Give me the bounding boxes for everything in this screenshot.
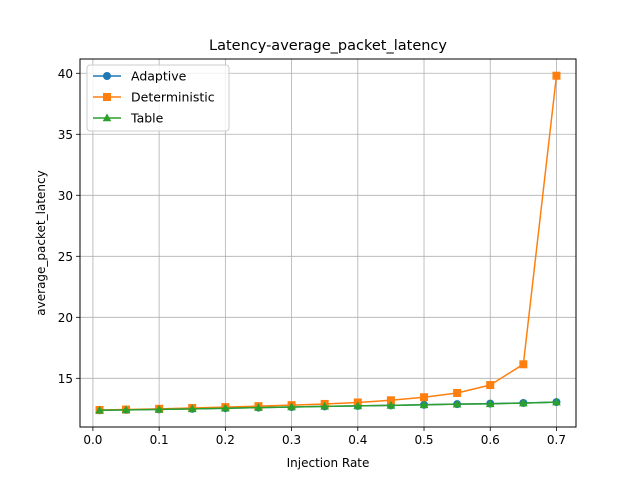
x-tick-label: 0.6 (481, 433, 500, 447)
legend-box (86, 64, 230, 132)
legend-entry-adaptive: Adaptive (93, 69, 187, 84)
data-point-table (485, 399, 495, 408)
data-point-table (386, 400, 396, 409)
legend-entry-deterministic: Deterministic (93, 90, 215, 105)
legend-marker-deterministic (103, 93, 111, 101)
data-point-table (221, 403, 230, 412)
legend-label-adaptive: Adaptive (131, 69, 187, 84)
data-point-table (187, 404, 197, 413)
data-point-table (552, 397, 561, 406)
legend-marker-adaptive (103, 72, 111, 80)
y-tick-label: 15 (58, 372, 73, 386)
x-tick-label: 0.7 (547, 433, 566, 447)
legend-label-table: Table (130, 111, 164, 126)
data-point-deterministic (420, 393, 429, 402)
legend-marker-table (102, 113, 112, 122)
data-point-table (121, 405, 131, 414)
y-axis-label: average_packet_latency (34, 170, 48, 315)
data-point-deterministic (386, 396, 395, 405)
data-point-table (353, 401, 363, 410)
x-tick-label: 0.2 (216, 433, 235, 447)
data-point-table (154, 404, 164, 413)
x-tick-label: 0.5 (414, 433, 433, 447)
data-point-table (419, 400, 429, 409)
legend: Adaptive Deterministic Table (86, 64, 230, 132)
y-tick-label: 25 (58, 250, 73, 264)
series-layer (95, 71, 561, 415)
x-tick-label: 0.0 (83, 433, 102, 447)
x-tick-label: 0.1 (150, 433, 169, 447)
x-axis-label: Injection Rate (287, 456, 370, 470)
data-point-deterministic (519, 360, 528, 369)
data-point-table (287, 402, 296, 411)
data-point-table (519, 398, 528, 407)
data-point-table (320, 401, 329, 410)
data-point-table (452, 399, 462, 408)
legend-entry-table: Table (93, 111, 164, 126)
y-tick-label: 35 (58, 128, 73, 142)
data-point-table (95, 405, 104, 414)
y-axis-ticks: 15 20 25 30 35 40 (58, 67, 80, 386)
data-point-deterministic (552, 71, 561, 80)
data-point-table (254, 402, 263, 411)
y-tick-label: 20 (58, 311, 73, 325)
legend-label-deterministic: Deterministic (131, 90, 215, 105)
plot-frame (79, 58, 577, 428)
x-axis-ticks: 0.0 0.1 0.2 0.3 0.4 0.5 0.6 0.7 (83, 427, 566, 447)
y-tick-label: 30 (58, 189, 73, 203)
x-tick-label: 0.4 (348, 433, 367, 447)
series-table (95, 397, 561, 414)
y-tick-label: 40 (58, 67, 73, 81)
x-tick-label: 0.3 (282, 433, 301, 447)
data-point-deterministic (486, 381, 495, 390)
data-point-deterministic (453, 388, 462, 397)
chart-title: Latency-average_packet_latency (209, 38, 447, 54)
